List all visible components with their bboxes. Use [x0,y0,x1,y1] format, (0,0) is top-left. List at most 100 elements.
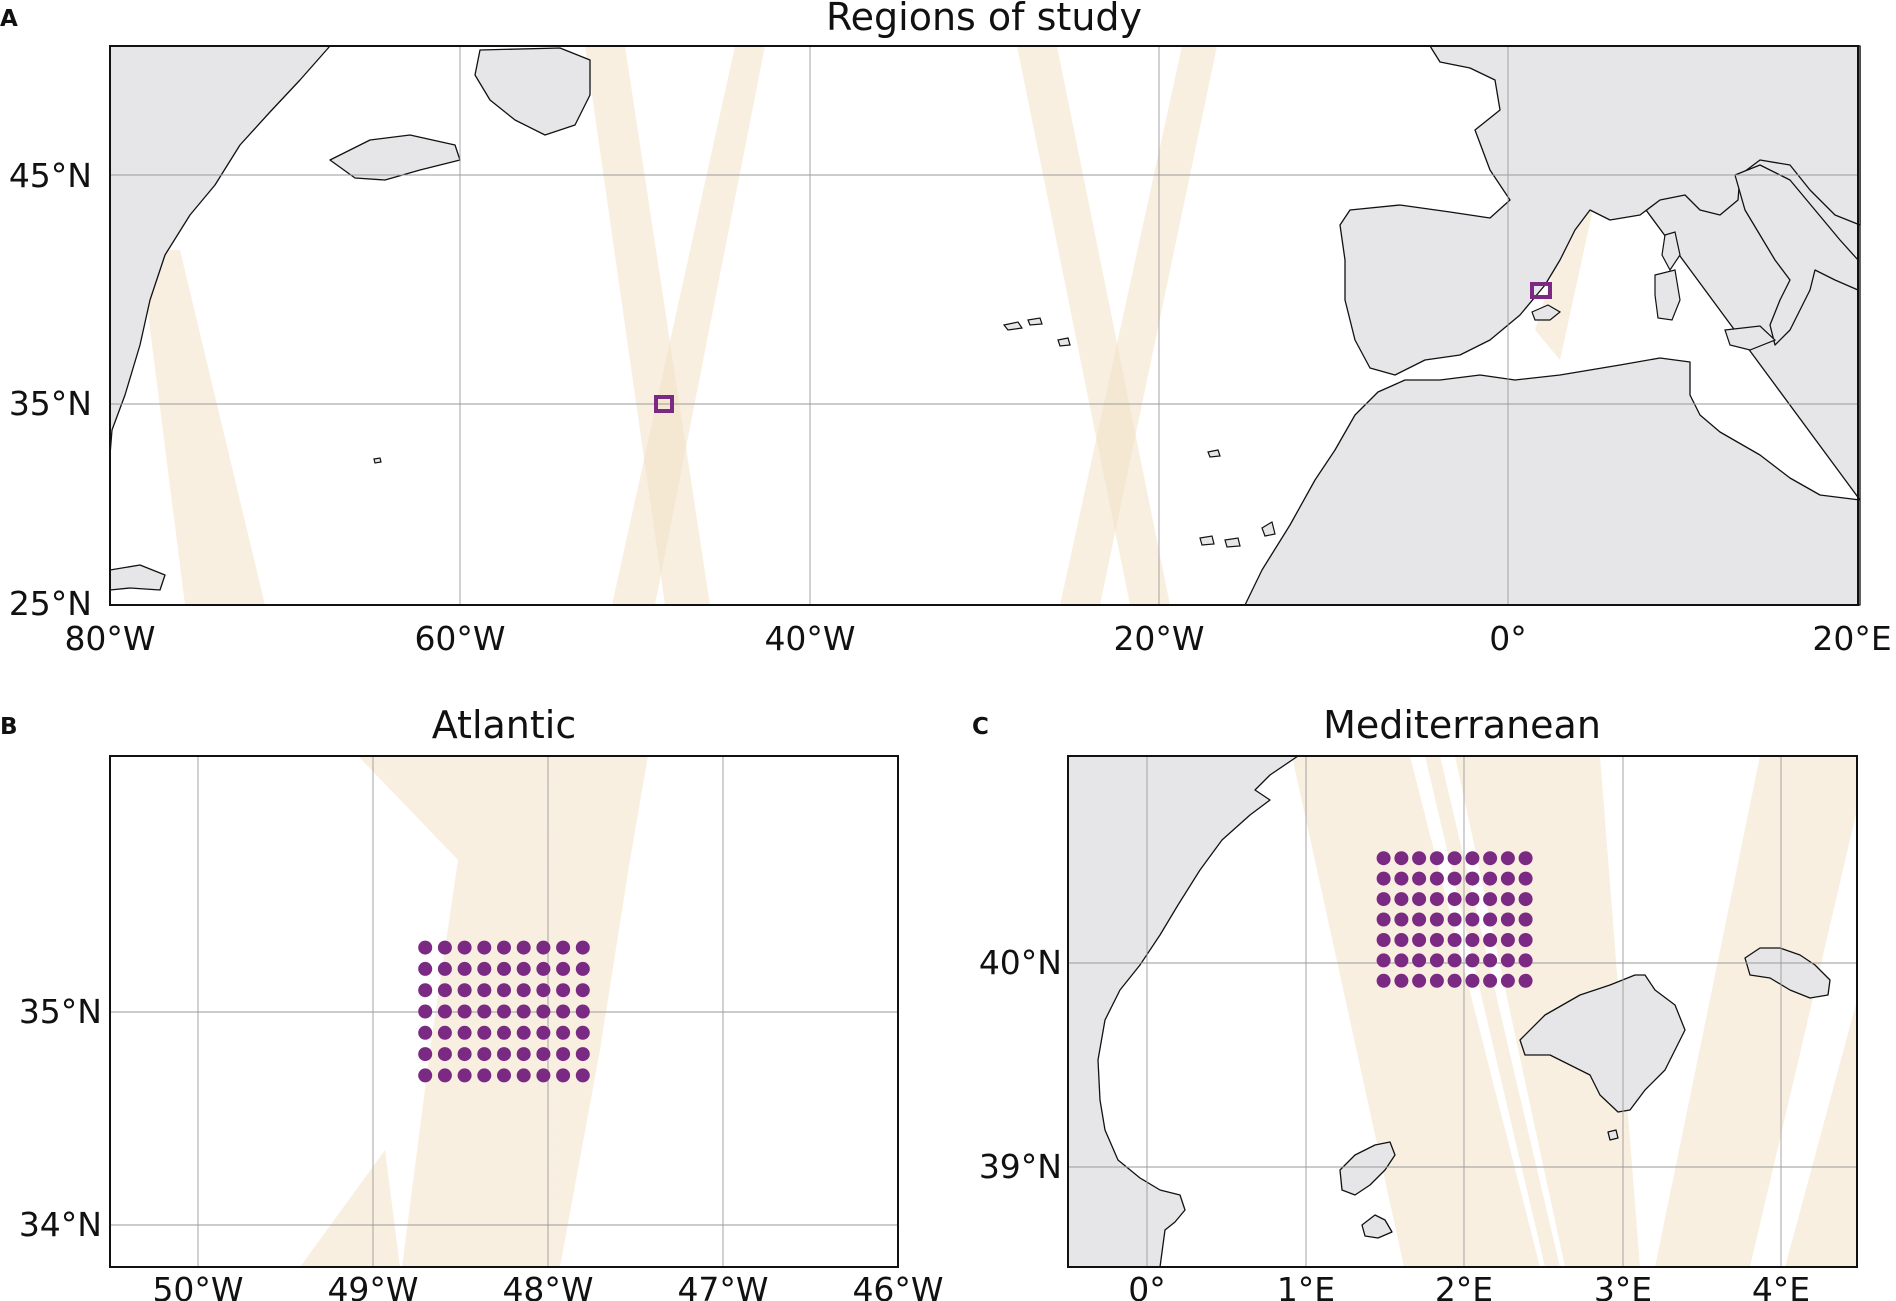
sample-point[interactable] [457,1068,472,1083]
sample-point[interactable] [536,1025,551,1040]
sample-point[interactable] [1500,892,1515,907]
mediterranean-sample-grid[interactable] [1376,851,1533,988]
sample-point[interactable] [477,1068,492,1083]
sample-point[interactable] [418,1068,433,1083]
sample-point[interactable] [516,961,531,976]
sample-point[interactable] [418,940,433,955]
sample-point[interactable] [1500,871,1515,886]
sample-point[interactable] [1483,933,1498,947]
sample-point[interactable] [556,1004,571,1019]
sample-point[interactable] [1394,973,1409,988]
sample-point[interactable] [1412,973,1427,988]
sample-point[interactable] [575,1047,590,1062]
atlantic-study-region-box[interactable] [654,395,674,413]
sample-point[interactable] [477,1025,492,1040]
sample-point[interactable] [497,1047,511,1062]
sample-point[interactable] [1465,973,1480,988]
sample-point[interactable] [1518,953,1533,968]
sample-point[interactable] [1412,851,1427,866]
sample-point[interactable] [556,1068,571,1083]
sample-point[interactable] [536,1047,551,1062]
sample-point[interactable] [536,1004,551,1019]
sample-point[interactable] [1429,912,1444,927]
sample-point[interactable] [1500,912,1515,927]
sample-point[interactable] [1429,892,1444,907]
sample-point[interactable] [1465,953,1480,968]
sample-point[interactable] [1412,871,1427,886]
sample-point[interactable] [1518,912,1533,927]
sample-point[interactable] [437,1068,452,1083]
sample-point[interactable] [1429,851,1444,866]
sample-point[interactable] [536,983,551,998]
sample-point[interactable] [516,940,531,955]
sample-point[interactable] [1483,851,1498,866]
sample-point[interactable] [516,1004,531,1019]
sample-point[interactable] [497,983,511,998]
sample-point[interactable] [437,961,452,976]
sample-point[interactable] [477,961,492,976]
atlantic-sample-grid[interactable] [418,940,590,1083]
sample-point[interactable] [1412,912,1427,927]
sample-point[interactable] [1483,871,1498,886]
sample-point[interactable] [1465,933,1480,947]
sample-point[interactable] [497,961,511,976]
sample-point[interactable] [1429,953,1444,968]
sample-point[interactable] [575,1068,590,1083]
sample-point[interactable] [1483,892,1498,907]
sample-point[interactable] [457,961,472,976]
mediterranean-study-region-box[interactable] [1530,282,1552,299]
panel-a-map[interactable] [109,45,1861,606]
sample-point[interactable] [575,961,590,976]
sample-point[interactable] [516,1068,531,1083]
sample-point[interactable] [457,940,472,955]
sample-point[interactable] [437,940,452,955]
sample-point[interactable] [418,1025,433,1040]
sample-point[interactable] [1394,953,1409,968]
panel-c-map[interactable] [1067,755,1858,1268]
sample-point[interactable] [477,1004,492,1019]
sample-point[interactable] [457,1004,472,1019]
sample-point[interactable] [1376,953,1391,968]
sample-point[interactable] [1429,933,1444,947]
sample-point[interactable] [1518,851,1533,866]
sample-point[interactable] [497,940,511,955]
sample-point[interactable] [556,1025,571,1040]
sample-point[interactable] [556,983,571,998]
sample-point[interactable] [497,1004,511,1019]
panel-b-map[interactable] [109,755,899,1268]
sample-point[interactable] [536,961,551,976]
sample-point[interactable] [418,961,433,976]
sample-point[interactable] [457,1047,472,1062]
sample-point[interactable] [1447,892,1462,907]
sample-point[interactable] [1500,973,1515,988]
sample-point[interactable] [1412,933,1427,947]
sample-point[interactable] [516,1047,531,1062]
sample-point[interactable] [418,1047,433,1062]
sample-point[interactable] [1447,953,1462,968]
sample-point[interactable] [1500,851,1515,866]
sample-point[interactable] [1429,973,1444,988]
sample-point[interactable] [556,1047,571,1062]
sample-point[interactable] [536,940,551,955]
sample-point[interactable] [1465,892,1480,907]
sample-point[interactable] [497,1025,511,1040]
sample-point[interactable] [497,1068,511,1083]
sample-point[interactable] [575,1004,590,1019]
sample-point[interactable] [1518,973,1533,988]
sample-point[interactable] [1518,871,1533,886]
sample-point[interactable] [556,961,571,976]
sample-point[interactable] [1483,912,1498,927]
sample-point[interactable] [437,1047,452,1062]
sample-point[interactable] [1376,973,1391,988]
sample-point[interactable] [1394,851,1409,866]
sample-point[interactable] [437,1025,452,1040]
sample-point[interactable] [516,983,531,998]
sample-point[interactable] [556,940,571,955]
sample-point[interactable] [457,983,472,998]
sample-point[interactable] [1465,912,1480,927]
sample-point[interactable] [1429,871,1444,886]
sample-point[interactable] [1376,871,1391,886]
sample-point[interactable] [1518,933,1533,947]
sample-point[interactable] [1483,953,1498,968]
sample-point[interactable] [1394,933,1409,947]
